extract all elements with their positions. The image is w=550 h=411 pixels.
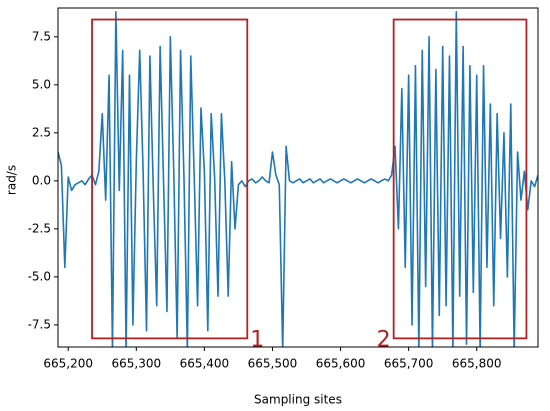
plot-frame [57, 7, 539, 348]
y-axis-label: rad/s [5, 165, 19, 195]
y-tick-label: 0.0 [32, 173, 51, 187]
plot-area [58, 11, 538, 347]
y-tick-label: -2.5 [28, 221, 51, 235]
annotation-box [392, 18, 528, 340]
x-tick-label: 665,300 [111, 357, 161, 371]
y-tick-label: 5.0 [32, 77, 51, 91]
annotation-label: 2 [377, 327, 391, 352]
y-tick-label: -5.0 [28, 269, 51, 283]
annotation-label: 1 [250, 327, 264, 352]
x-tick-label: 665,400 [180, 357, 230, 371]
annotation-box [91, 18, 249, 340]
x-tick-label: 665,600 [316, 357, 366, 371]
y-tick-label: -7.5 [28, 317, 51, 331]
x-tick-label: 665,200 [43, 357, 93, 371]
x-axis-label: Sampling sites [254, 393, 342, 407]
signal-line [58, 11, 538, 347]
x-tick-label: 665,800 [452, 357, 502, 371]
x-tick-label: 665,500 [248, 357, 298, 371]
y-tick-label: 7.5 [32, 29, 51, 43]
y-tick-label: 2.5 [32, 125, 51, 139]
x-tick-label: 665,700 [384, 357, 434, 371]
